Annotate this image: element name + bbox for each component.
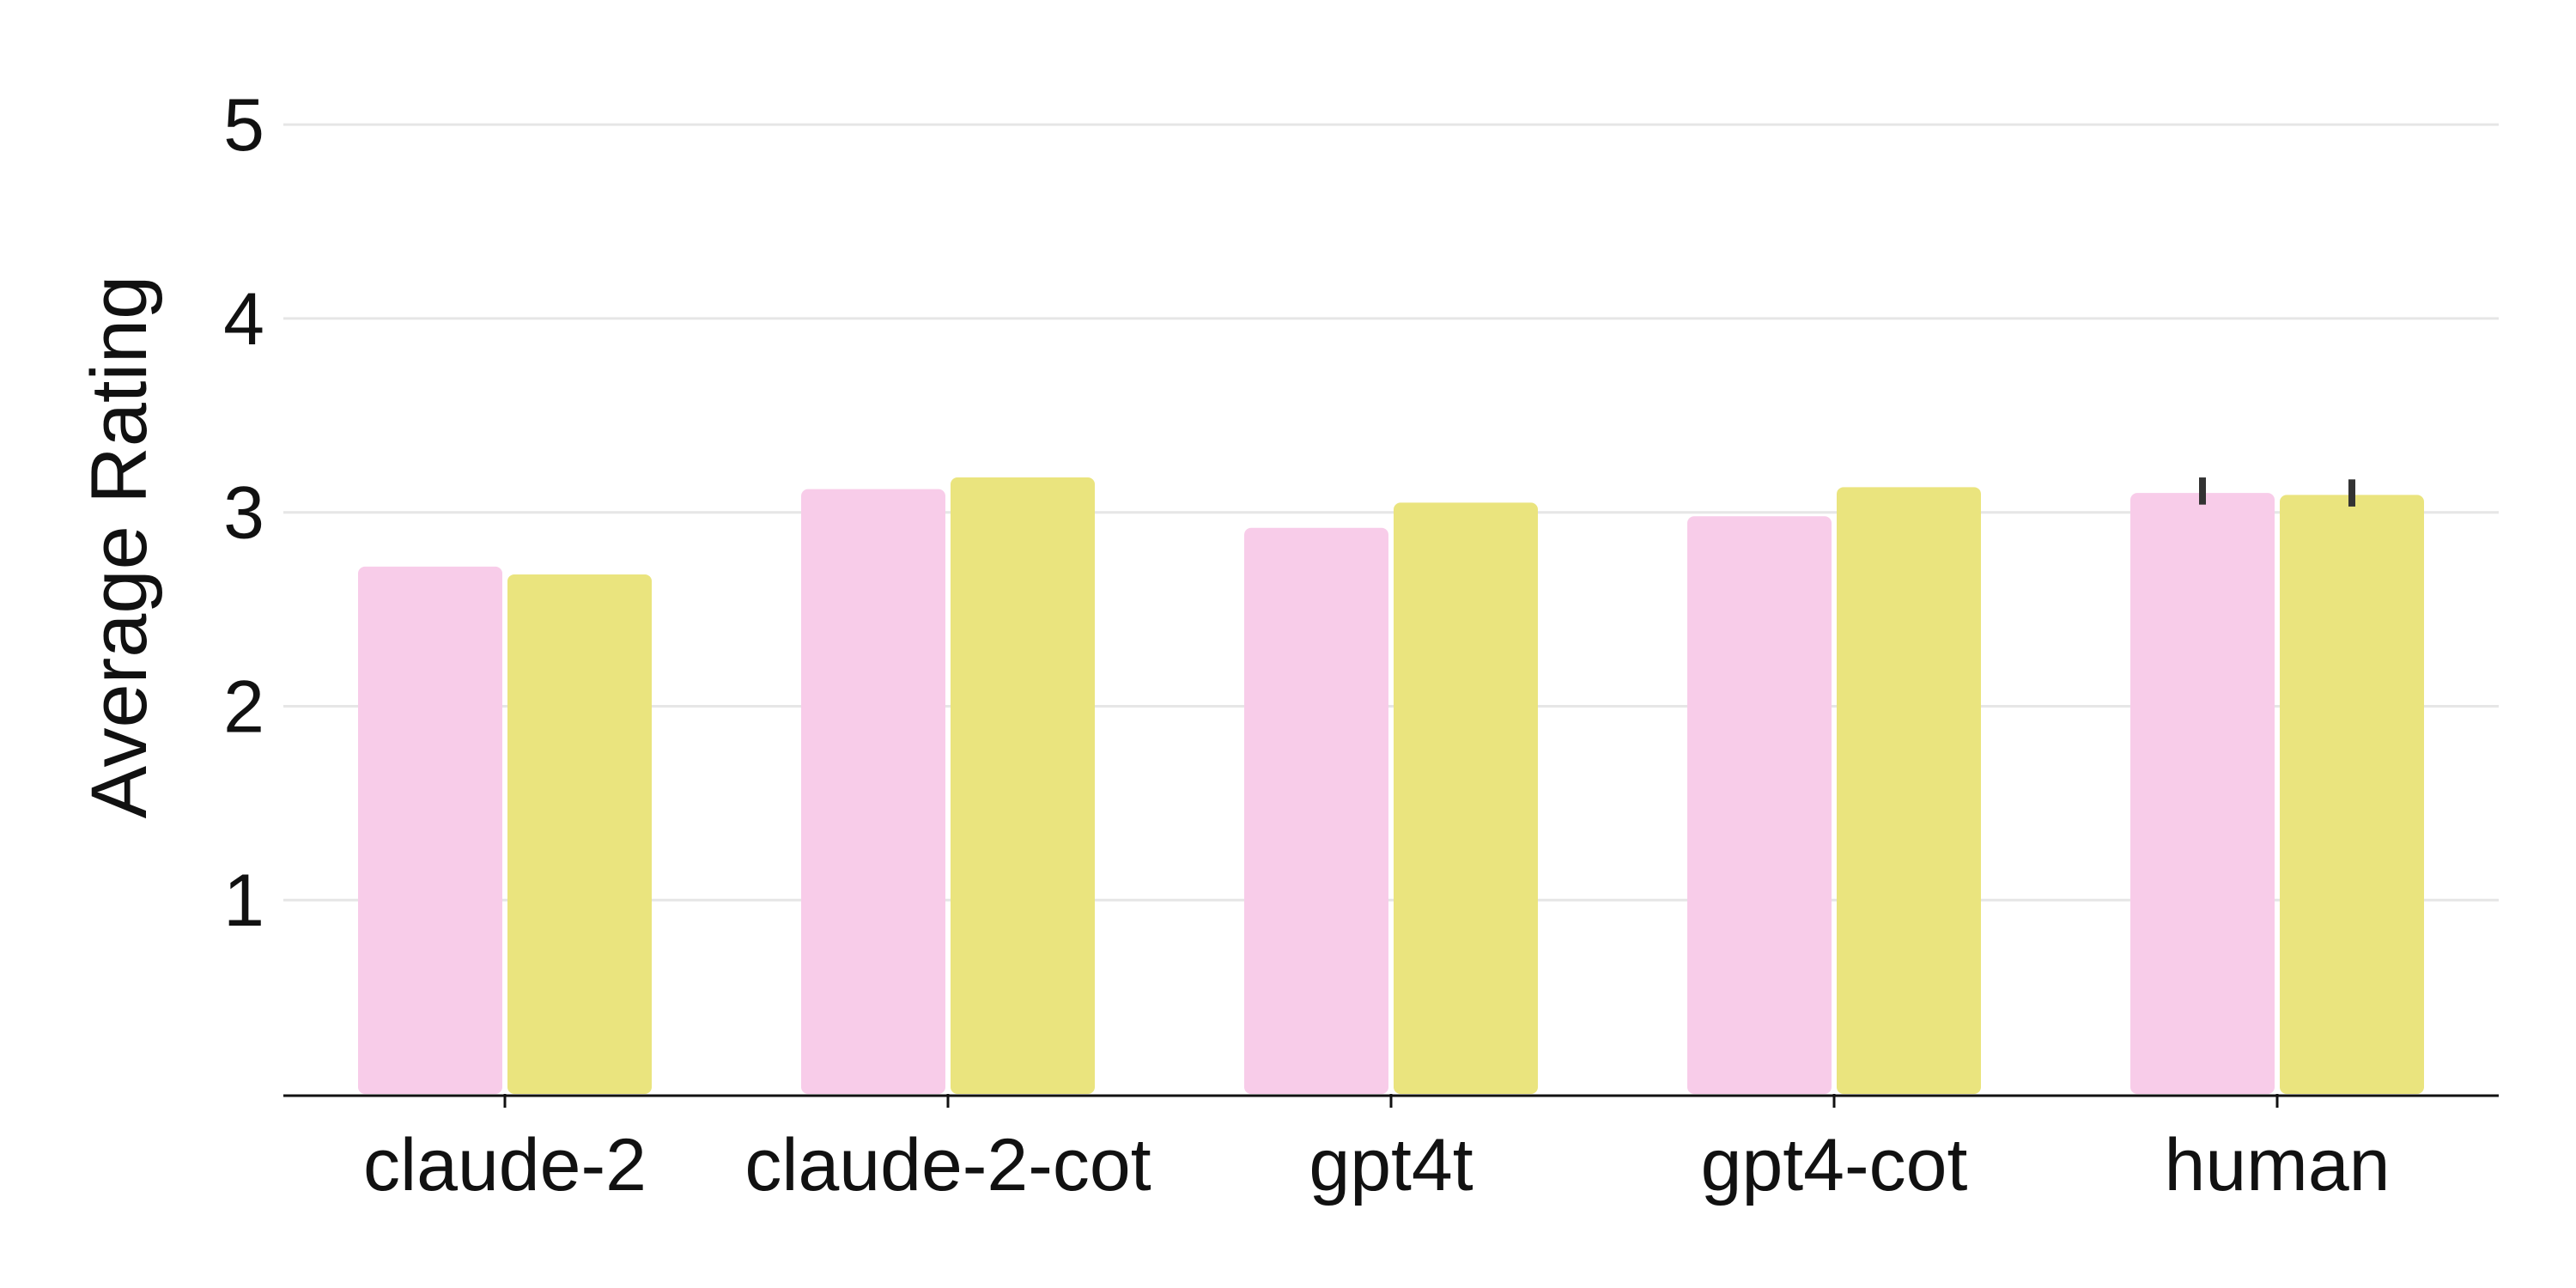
gridlines — [283, 123, 2499, 902]
bars — [358, 477, 2424, 1094]
y-tick-label: 5 — [223, 84, 264, 167]
bar — [507, 574, 652, 1094]
x-tick-label: claude-2 — [363, 1124, 647, 1206]
bar — [951, 477, 1095, 1094]
y-tick-label: 4 — [223, 278, 264, 361]
x-tick-label: claude-2-cot — [744, 1124, 1151, 1206]
bar — [2130, 493, 2275, 1094]
y-tick-label: 1 — [223, 860, 264, 942]
bar — [358, 566, 502, 1094]
x-tick-label: gpt4t — [1309, 1124, 1473, 1206]
y-axis-label: Average Rating — [76, 276, 163, 819]
bar — [2280, 495, 2424, 1094]
y-tick-label: 3 — [223, 472, 264, 555]
bar — [1837, 487, 1981, 1094]
bar — [1244, 527, 1388, 1094]
bar — [1687, 516, 1832, 1094]
bar — [801, 489, 945, 1094]
error-bars — [2199, 477, 2355, 507]
x-tick-label: human — [2165, 1124, 2391, 1206]
bar — [1394, 502, 1538, 1094]
y-tick-label: 2 — [223, 665, 264, 748]
x-tick-label: gpt4-cot — [1701, 1124, 1968, 1206]
y-tick-labels: 1 2 3 4 5 — [223, 84, 264, 942]
x-tick-labels: claude-2 claude-2-cot gpt4t gpt4-cot human — [363, 1094, 2390, 1206]
